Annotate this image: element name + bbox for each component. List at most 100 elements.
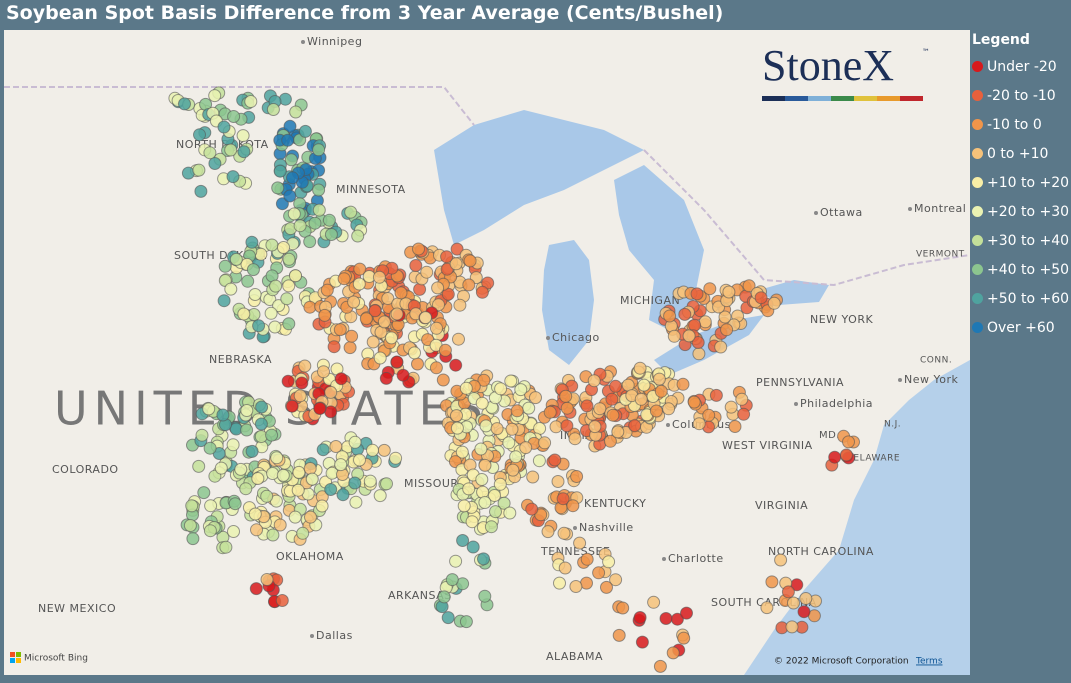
location-dot [450,409,463,423]
location-dot [754,291,768,305]
logo-bar-segment [854,96,877,101]
country-border [4,86,970,287]
location-dot [289,105,303,119]
location-dot [271,181,285,195]
location-dot [217,120,231,134]
location-dot [449,358,463,372]
location-dot [506,463,520,477]
legend-item: -10 to 0 [972,110,1070,139]
city-marker [573,526,577,530]
location-dot [456,534,470,547]
location-dot [266,103,280,116]
city-marker [301,40,305,44]
terms-link[interactable]: Terms [915,657,943,667]
location-dot [268,320,282,334]
location-dot [559,389,573,403]
location-dot [437,590,451,604]
location-dot [588,420,602,434]
map-label: ALABAMA [546,650,603,663]
legend-label: Over +60 [987,319,1055,336]
location-dot [348,435,362,449]
legend-swatch [972,206,983,217]
location-dot [429,361,443,375]
location-dot [359,312,373,326]
location-dot [265,428,279,442]
city-marker [666,423,670,427]
location-dot [255,400,269,414]
location-dot [735,392,749,406]
logo-bar-segment [808,96,831,101]
location-dot [295,376,309,390]
legend-item: 0 to +10 [972,139,1070,168]
location-dot [659,612,673,625]
location-dot [587,374,601,388]
map-label: Philadelphia [800,397,873,410]
location-dot [329,440,343,453]
legend-swatch [972,61,983,72]
legend-swatch [972,293,983,304]
location-dot [236,129,250,143]
location-dot [208,89,222,103]
legend-item: +20 to +30 [972,197,1070,226]
location-dot [478,589,492,603]
location-dot [203,441,217,455]
location-dot [219,540,233,554]
location-dot [282,279,296,293]
location-dot [690,287,704,301]
logo-bar-segment [762,96,785,101]
location-dot [227,110,241,123]
location-dot [560,419,574,433]
location-dot [609,573,623,587]
location-dot [318,308,332,322]
location-dot [450,421,464,435]
location-dot [687,395,701,409]
location-dot [266,467,280,480]
location-dot [413,282,427,296]
location-dot [217,294,231,308]
map-label: Montreal [914,202,966,215]
location-dot [284,153,298,167]
location-dot [327,340,341,354]
location-dot [228,497,242,511]
logo: StoneX [762,41,894,90]
location-dot [475,473,489,486]
location-dot [654,384,668,398]
location-dot [276,468,290,482]
city-marker [546,336,550,340]
location-dot [549,420,563,434]
location-dot [702,408,716,422]
location-dot [558,561,572,575]
location-dot [273,164,287,178]
location-dot [568,432,582,446]
map-label: N.J. [884,420,901,430]
location-dot [449,257,463,271]
location-dot [666,646,680,660]
location-dot [372,270,386,284]
location-dot [293,219,307,233]
location-dot [281,133,295,147]
location-dot [842,435,855,449]
legend-title: Legend [972,32,1030,48]
location-dot [503,506,517,520]
location-dot [275,594,289,607]
location-dot [345,329,359,343]
location-dot [529,391,542,405]
location-dot [380,477,393,491]
map-label: Dallas [316,629,353,642]
location-dot [193,128,206,142]
location-dot [767,296,781,310]
location-dot [390,355,404,369]
legend-label: +50 to +60 [987,290,1070,307]
location-dot [252,319,266,333]
location-dot [765,575,779,589]
location-dot [465,515,479,529]
location-dot [455,445,469,459]
map-label: Chicago [552,331,600,344]
location-dot [490,422,504,436]
location-dot [709,388,723,402]
location-dot [241,274,255,288]
legend-swatch [972,322,983,333]
map-label: New York [904,373,959,386]
map-label: DELAWARE [846,454,900,464]
city-marker [662,557,666,561]
